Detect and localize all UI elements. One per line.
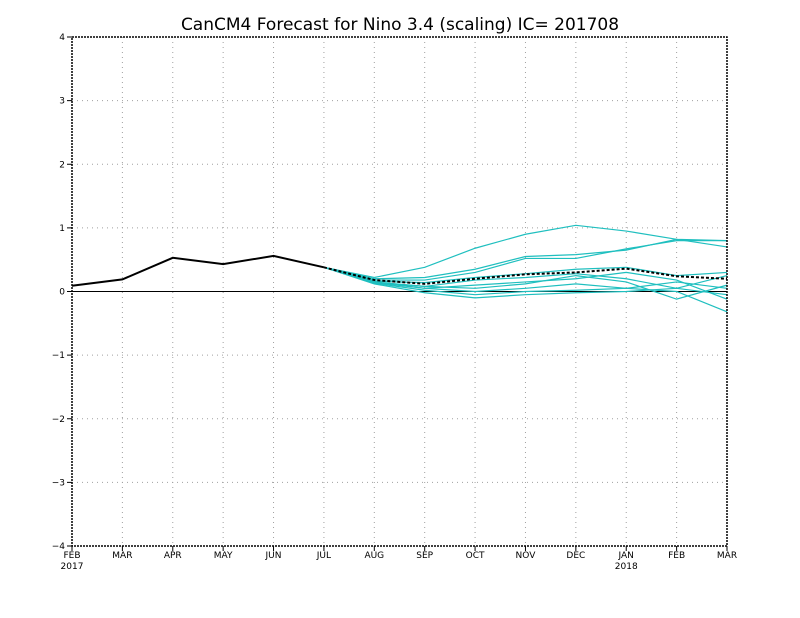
y-tick-label: −3 (52, 478, 65, 488)
x-year-label: 2017 (61, 562, 84, 572)
x-tick-label: MAR (112, 551, 132, 561)
y-tick-label: 4 (59, 33, 65, 43)
member-line (323, 266, 728, 299)
x-tick-label: JAN (618, 551, 634, 561)
x-tick-label: JUL (316, 551, 331, 561)
y-tick-label: 3 (59, 97, 65, 107)
x-year-label: 2018 (615, 562, 638, 572)
y-tick-label: −1 (52, 351, 65, 361)
ensemble-members (323, 224, 728, 313)
observed-line (71, 254, 325, 287)
member-line (323, 266, 728, 313)
y-tick-label: 1 (59, 224, 65, 234)
member-line (323, 240, 727, 281)
observed-series (71, 254, 325, 287)
x-tick-label: SEP (416, 551, 433, 561)
x-tick-label: MAR (717, 551, 737, 561)
member-line (323, 266, 728, 293)
x-tick-label: NOV (516, 551, 537, 561)
chart-title: CanCM4 Forecast for Nino 3.4 (scaling) I… (181, 15, 619, 35)
x-tick-label: AUG (364, 551, 384, 561)
x-tick-label: FEB (668, 551, 685, 561)
x-tick-label: DEC (566, 551, 585, 561)
x-tick-label: MAY (214, 551, 233, 561)
member-line (323, 266, 728, 284)
y-axis: 4 3 2 1 0 −1 −2 −3 −4 (52, 33, 72, 552)
x-tick-label: APR (164, 551, 182, 561)
member-line (323, 266, 728, 300)
y-tick-label: −2 (52, 415, 65, 425)
x-tick-label: JUN (265, 551, 282, 561)
x-axis: FEB MAR APR MAY JUN JUL AUG SEP OCT NOV DEC JAN FEB M… (61, 546, 737, 572)
x-tick-label: FEB (63, 551, 80, 561)
member-line (323, 224, 728, 279)
y-tick-label: −4 (52, 542, 66, 552)
y-tick-label: 0 (59, 288, 65, 298)
x-tick-label: OCT (466, 551, 485, 561)
y-tick-label: 2 (59, 160, 65, 170)
